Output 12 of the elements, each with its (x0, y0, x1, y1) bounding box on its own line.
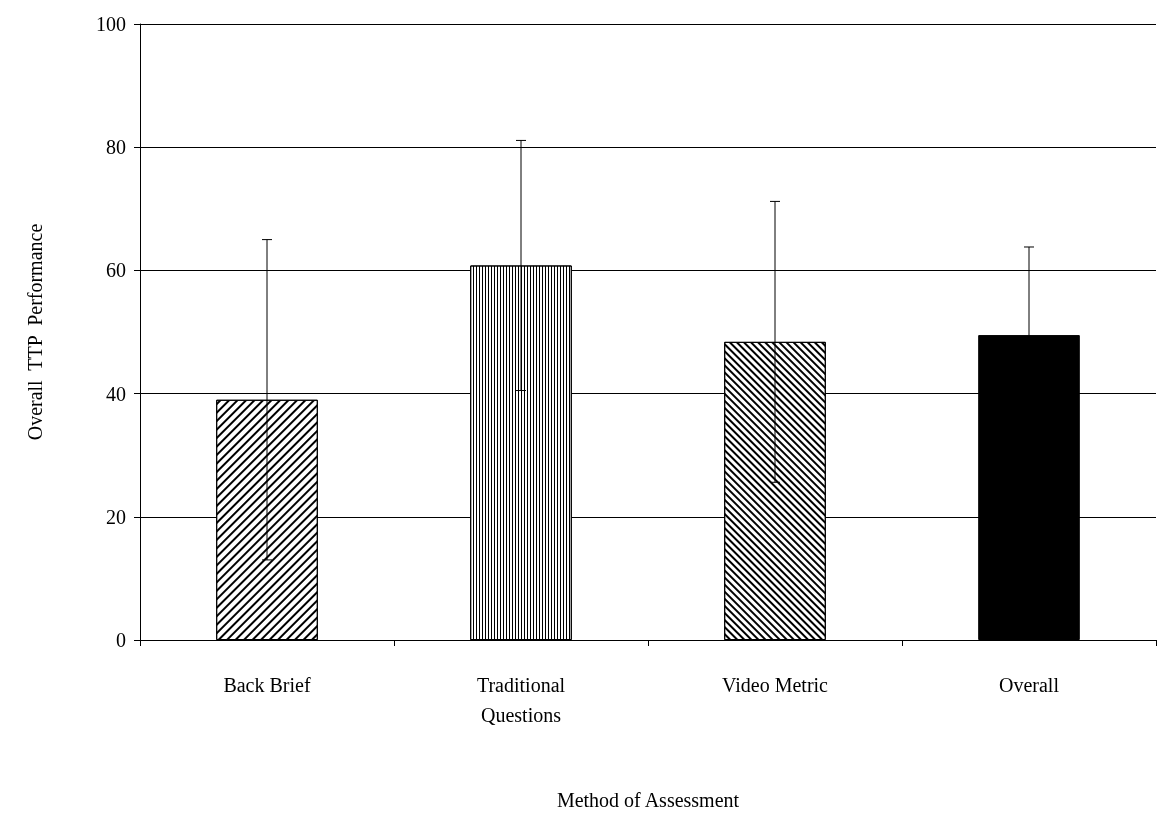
x-tick-label: Video Metric (722, 674, 829, 696)
x-tick-label: Overall (999, 674, 1060, 696)
y-tick-label: 20 (106, 505, 126, 528)
x-axis-title: Method of Assessment (556, 789, 740, 811)
y-tick-label: 40 (106, 382, 126, 405)
y-tick-label: 80 (106, 136, 126, 159)
y-axis-title: Overall TTP Performance (24, 223, 46, 441)
x-tick-label: Traditional Questions (476, 674, 566, 726)
x-tick-label: Back Brief (223, 674, 311, 696)
y-tick-label: 60 (106, 259, 126, 282)
y-tick-label: 0 (116, 629, 126, 651)
y-tick-label: 100 (96, 13, 126, 35)
